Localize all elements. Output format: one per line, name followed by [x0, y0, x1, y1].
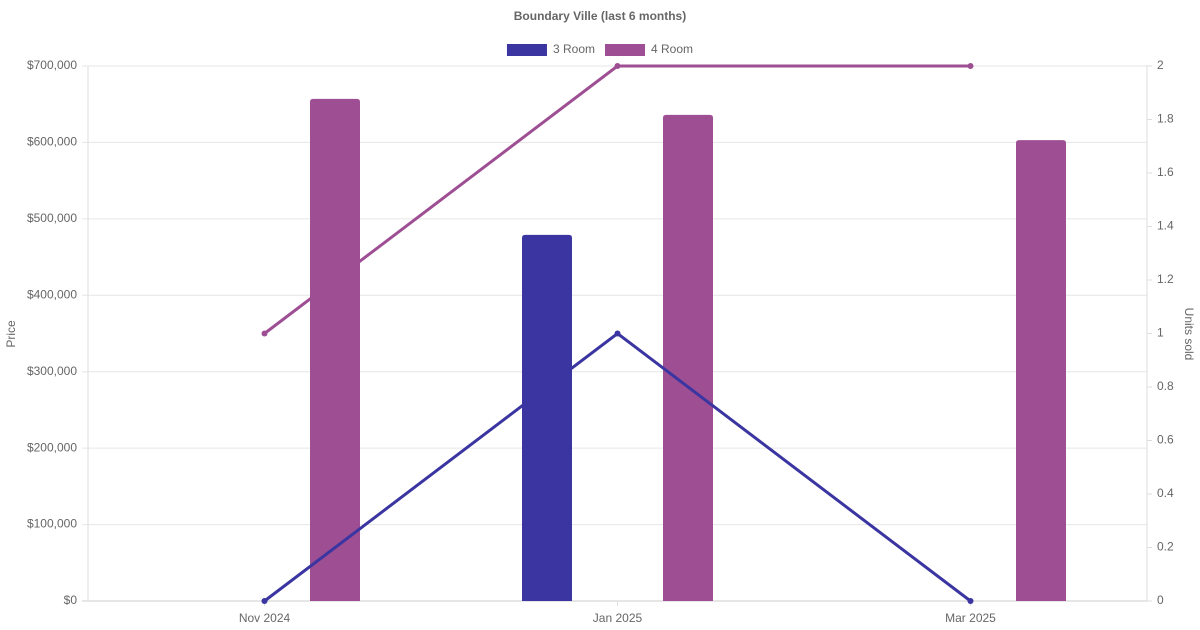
chart-title: Boundary Ville (last 6 months) [514, 9, 686, 23]
point [261, 330, 268, 337]
y-tick-label: $100,000 [27, 517, 77, 531]
y2-tick-label: 0.4 [1157, 486, 1174, 500]
point [614, 63, 621, 69]
point [614, 330, 621, 337]
y-tick-label: $400,000 [27, 287, 77, 301]
bar [522, 234, 572, 601]
point [261, 598, 268, 604]
y2-tick-label: 0 [1157, 593, 1164, 607]
y2-tick-label: 1.2 [1157, 272, 1174, 286]
y-tick-label: $700,000 [27, 58, 77, 72]
bar [663, 114, 713, 602]
y2-axis-label: Units sold [1182, 308, 1196, 361]
legend-swatch [506, 44, 547, 56]
y2-tick-label: 1.8 [1157, 112, 1174, 126]
bar [310, 98, 360, 601]
y2-tick-label: 1.6 [1157, 165, 1174, 179]
y2-tick-label: 0.8 [1157, 379, 1174, 393]
y-axis-label: Price [4, 320, 18, 348]
x-tick-label: Mar 2025 [945, 611, 996, 625]
y2-tick-label: 1 [1157, 326, 1164, 340]
x-tick-label: Jan 2025 [593, 611, 643, 625]
point [967, 63, 974, 69]
y2-tick-label: 0.2 [1157, 540, 1174, 554]
line [263, 64, 971, 335]
x-tick-label: Nov 2024 [239, 611, 291, 625]
y-tick-label: $300,000 [27, 364, 77, 378]
y2-tick-label: 2 [1157, 58, 1164, 72]
point [967, 598, 974, 604]
legend-label: 4 Room [651, 42, 693, 56]
y-tick-label: $600,000 [27, 135, 77, 149]
legend-label: 3 Room [553, 42, 595, 56]
legend-swatch [605, 44, 645, 56]
bar [1016, 140, 1066, 601]
y-tick-label: $500,000 [27, 211, 77, 225]
y2-tick-label: 1.4 [1157, 219, 1174, 233]
y-tick-label: $0 [64, 593, 78, 607]
line [263, 331, 972, 603]
y2-tick-label: 0.6 [1157, 433, 1174, 447]
y-tick-label: $200,000 [27, 440, 77, 454]
